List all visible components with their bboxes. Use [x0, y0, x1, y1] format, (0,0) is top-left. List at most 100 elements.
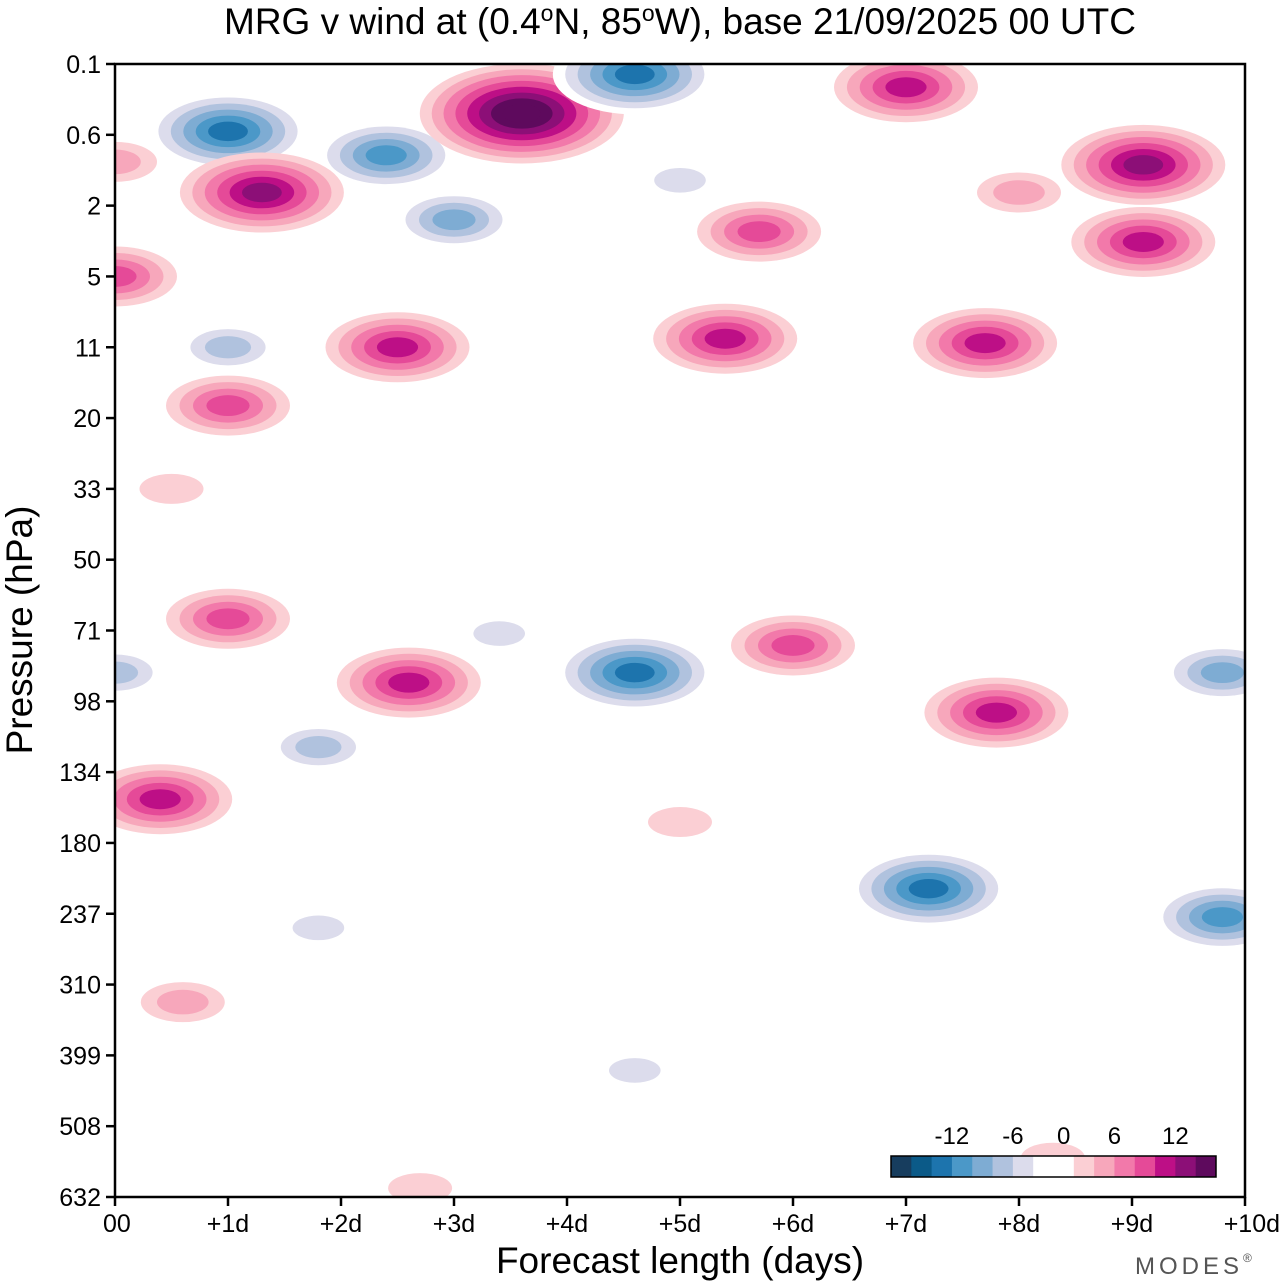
y-axis-label: Pressure (hPa)	[0, 506, 40, 755]
contour-band	[975, 702, 1018, 723]
contour-feature-22	[166, 588, 290, 649]
contour-band	[771, 635, 815, 656]
colorbar-label: -6	[1002, 1123, 1023, 1150]
colorbar-swatch	[1155, 1156, 1176, 1177]
contour-feature-34	[276, 907, 361, 948]
colorbar-label: 12	[1162, 1123, 1189, 1150]
x-tick-label: +9d	[1111, 1210, 1153, 1238]
contour-band	[208, 121, 248, 142]
contour-band	[388, 672, 430, 693]
y-tick-label: 310	[59, 972, 101, 1000]
y-tick-label: 399	[59, 1042, 101, 1070]
x-tick-label: +1d	[207, 1210, 249, 1238]
x-axis-label: Forecast length (days)	[496, 1240, 864, 1281]
y-tick-label: 0.6	[66, 122, 101, 150]
colorbar-swatch	[1175, 1156, 1197, 1177]
colorbar-swatch	[1195, 1156, 1217, 1177]
contour-feature-26	[552, 632, 717, 713]
x-tick-label: +4d	[546, 1210, 588, 1238]
y-tick-label: 508	[59, 1113, 101, 1141]
y-tick-label: 180	[59, 830, 101, 858]
colorbar-swatch	[911, 1156, 933, 1177]
contour-feature-9	[977, 172, 1061, 213]
contour-feature-29	[924, 677, 1069, 748]
contour-feature-17	[913, 308, 1058, 379]
colorbar-swatch	[1134, 1156, 1156, 1177]
contour-feature-31	[115, 764, 233, 835]
contour-band	[206, 395, 250, 416]
contour-band	[1123, 155, 1164, 175]
contour-feature-20	[704, 428, 769, 459]
contour-feature-11	[1071, 206, 1216, 277]
contour-feature-33	[1150, 882, 1245, 953]
colorbar-label: 0	[1057, 1123, 1070, 1150]
contour-band	[115, 149, 141, 175]
colorbar-frame	[890, 1155, 1217, 1178]
contour-feature-38	[218, 1106, 283, 1137]
colorbar-swatch	[1033, 1156, 1054, 1177]
contour-band	[908, 878, 949, 899]
contour-band	[654, 167, 706, 193]
x-tick-label: +7d	[885, 1210, 927, 1238]
contour-band	[1201, 907, 1243, 928]
colorbar-swatch	[951, 1156, 973, 1177]
contour-band	[388, 1173, 453, 1197]
colorbar-swatch	[1114, 1156, 1136, 1177]
contour-feature-6	[552, 64, 717, 115]
contour-feature-32	[846, 848, 1011, 929]
contour-band	[139, 473, 204, 504]
contour-feature-10	[1061, 124, 1226, 205]
contour-feature-23	[336, 647, 481, 718]
x-axis: 00 +1d +2d +3d +4d +5d +6d +7d +8d +9d +10d	[103, 1197, 1280, 1238]
contour-band	[139, 789, 181, 810]
colorbar-label: 6	[1108, 1123, 1121, 1150]
colorbar: -12 -6 0 6 12	[890, 1123, 1217, 1178]
plot-background	[115, 64, 1245, 1197]
contour-band	[502, 104, 541, 123]
y-tick-label: 50	[73, 547, 101, 575]
contour-feature-2	[314, 120, 459, 191]
contour-band	[206, 608, 250, 630]
contour-feature-16	[653, 303, 798, 374]
contour-band	[704, 328, 746, 349]
contour-feature-3	[179, 152, 344, 233]
x-tick-label: 00	[103, 1210, 131, 1238]
registered-mark: ®	[1243, 1251, 1252, 1265]
contour-band	[614, 662, 655, 683]
colorbar-label: -12	[935, 1123, 970, 1150]
colorbar-swatch	[992, 1156, 1014, 1177]
contour-band	[885, 77, 927, 98]
y-tick-label: 632	[59, 1184, 101, 1212]
y-tick-label: 0.1	[66, 51, 101, 79]
colorbar-swatch	[1053, 1156, 1075, 1177]
contour-feature-13	[115, 246, 177, 307]
contour-band	[376, 337, 419, 358]
contour-band	[115, 266, 137, 287]
contour-feature-7	[638, 160, 722, 201]
contour-band	[295, 736, 342, 759]
contour-feature-36	[140, 982, 225, 1023]
contour-band	[157, 989, 209, 1015]
colorbar-swatch	[1012, 1156, 1034, 1177]
x-tick-label: +6d	[772, 1210, 814, 1238]
contour-feature-28	[731, 615, 855, 676]
contour-band	[1200, 662, 1244, 684]
contour-band	[614, 64, 655, 85]
contour-feature-30	[1160, 642, 1245, 703]
contour-band	[115, 661, 139, 684]
contour-feature-8	[834, 64, 978, 123]
contour-feature-15	[325, 312, 470, 383]
y-tick-label: 134	[59, 759, 101, 787]
contour-band	[648, 807, 712, 838]
x-tick-label: +5d	[659, 1210, 701, 1238]
contour-band	[609, 1058, 661, 1083]
contour-feature-25	[457, 613, 542, 654]
contour-band	[292, 915, 345, 941]
contour-feature-1	[146, 91, 310, 172]
contour-band	[1122, 231, 1164, 252]
contour-band	[432, 209, 476, 231]
y-tick-label: 5	[87, 263, 101, 291]
chart-title: MRG v wind at (0.4oN, 85oW), base 21/09/…	[224, 0, 1136, 42]
contour-feature-37	[592, 1050, 677, 1091]
contour-band	[218, 1106, 283, 1137]
